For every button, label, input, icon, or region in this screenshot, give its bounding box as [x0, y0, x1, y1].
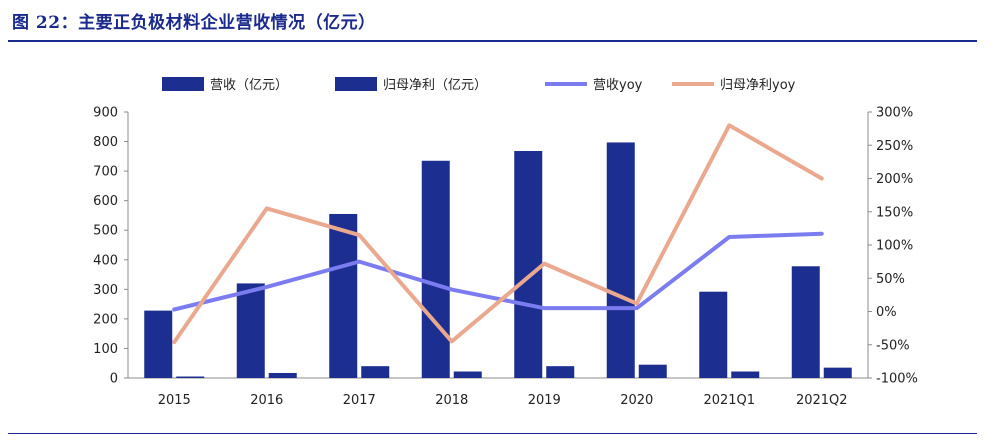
bar-net-profit: [546, 366, 575, 378]
bar-net-profit: [176, 376, 205, 378]
bar-revenue: [421, 160, 450, 378]
left-tick-label: 800: [93, 135, 118, 150]
bar-net-profit: [361, 366, 390, 378]
title-divider: [8, 40, 977, 42]
right-tick-label: 150%: [876, 205, 913, 220]
bar-net-profit: [453, 371, 482, 378]
legend-revenue-label: 营收（亿元）: [210, 78, 288, 93]
bar-revenue: [514, 151, 543, 378]
right-tick-label: -50%: [876, 338, 910, 353]
bar-revenue: [606, 142, 635, 378]
right-tick-label: -100%: [876, 372, 918, 387]
bar-net-profit: [638, 364, 667, 378]
right-tick-label: 200%: [876, 172, 913, 187]
legend-net-profit-yoy-label: 归母净利yoy: [720, 78, 796, 93]
x-tick-label: 2015: [158, 393, 191, 408]
right-tick-label: 100%: [876, 239, 913, 254]
figure-title: 图 22：主要正负极材料企业营收情况（亿元）: [12, 13, 376, 33]
x-tick-label: 2018: [435, 393, 468, 408]
left-tick-label: 900: [93, 106, 118, 121]
left-tick-label: 500: [93, 224, 118, 239]
x-tick-label: 2021Q2: [796, 393, 848, 408]
legend-revenue-swatch: [162, 77, 204, 91]
left-tick-label: 400: [93, 253, 118, 268]
bar-revenue: [144, 310, 173, 378]
right-tick-label: 0%: [876, 305, 897, 320]
x-tick-label: 2016: [250, 393, 283, 408]
legend-net-profit-label: 归母净利（亿元）: [383, 78, 487, 93]
x-tick-label: 2020: [620, 393, 653, 408]
bar-revenue: [791, 266, 820, 378]
bar-net-profit: [268, 372, 297, 378]
footer-divider: [8, 433, 977, 434]
left-tick-label: 200: [93, 312, 118, 327]
bar-revenue: [699, 291, 728, 378]
legend-net-profit-swatch: [335, 77, 377, 91]
line-net-profit-yoy: [172, 123, 824, 345]
x-tick-label: 2017: [343, 393, 376, 408]
left-tick-label: 0: [110, 372, 118, 387]
x-tick-label: 2021Q1: [703, 393, 755, 408]
left-tick-label: 700: [93, 165, 118, 180]
legend-revenue-yoy-label: 营收yoy: [593, 78, 643, 93]
x-tick-label: 2019: [528, 393, 561, 408]
right-tick-label: 250%: [876, 139, 913, 154]
bar-revenue: [236, 283, 265, 378]
right-tick-label: 300%: [876, 106, 913, 121]
left-tick-label: 600: [93, 194, 118, 209]
left-tick-label: 300: [93, 283, 118, 298]
bar-net-profit: [823, 367, 852, 378]
right-tick-label: 50%: [876, 272, 905, 287]
line-revenue-yoy: [172, 231, 824, 312]
left-tick-label: 100: [93, 342, 118, 357]
bar-revenue: [329, 213, 358, 378]
bar-net-profit: [731, 371, 760, 378]
